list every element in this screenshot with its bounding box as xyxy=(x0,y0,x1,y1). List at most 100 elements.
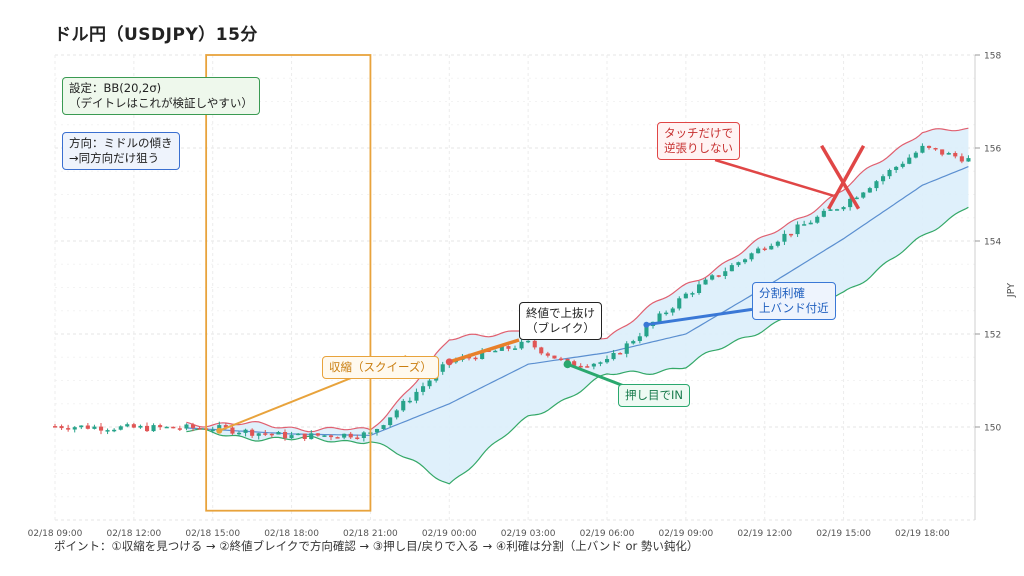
candle-body xyxy=(506,346,511,349)
candle-body xyxy=(933,148,938,150)
candle-body xyxy=(158,425,163,428)
x-tick-label: 02/19 18:00 xyxy=(895,529,950,539)
candle-body xyxy=(631,341,636,344)
candle-body xyxy=(953,153,958,157)
candle-body xyxy=(677,298,682,309)
candle-body xyxy=(565,358,570,362)
candle-body xyxy=(670,308,675,313)
breakout-anchor xyxy=(445,358,453,366)
candle-body xyxy=(881,176,886,182)
candle-body xyxy=(861,192,866,198)
candle-body xyxy=(302,433,307,439)
candle-body xyxy=(835,209,840,211)
candle-body xyxy=(874,181,879,189)
candle-body xyxy=(940,149,945,155)
candle-body xyxy=(112,429,117,432)
candle-body xyxy=(184,424,189,429)
footnote: ポイント：①収縮を見つける → ②終値ブレイクで方向確認 → ③押し目/戻りで入… xyxy=(54,539,699,553)
candle-body xyxy=(263,433,268,435)
candle-body xyxy=(191,424,196,428)
x-tick-label: 02/19 06:00 xyxy=(580,529,635,539)
candle-body xyxy=(585,366,590,368)
take-profit-anchor xyxy=(643,321,650,328)
candle-body xyxy=(519,341,524,349)
candle-body xyxy=(591,363,596,367)
no-fade-connector xyxy=(714,158,834,197)
candle-body xyxy=(927,145,932,148)
squeeze-range-box xyxy=(205,54,372,512)
candle-body xyxy=(644,326,649,337)
candle-body xyxy=(598,362,603,364)
candle-body xyxy=(867,188,872,193)
candle-body xyxy=(131,424,136,428)
candle-body xyxy=(716,275,721,277)
candle-body xyxy=(315,433,320,436)
candle-body xyxy=(618,353,623,355)
candle-body xyxy=(335,437,340,439)
candle-body xyxy=(414,391,419,401)
candle-body xyxy=(99,426,104,431)
candle-body xyxy=(854,197,859,200)
candle-body xyxy=(309,433,314,440)
candle-body xyxy=(513,348,518,350)
x-tick-label: 02/19 15:00 xyxy=(816,529,871,539)
candle-body xyxy=(552,355,557,359)
candle-body xyxy=(421,386,426,392)
candle-body xyxy=(762,248,767,250)
candle-body xyxy=(946,153,951,155)
x-tick-label: 02/19 00:00 xyxy=(422,529,477,539)
candle-body xyxy=(72,427,77,430)
candle-body xyxy=(329,435,334,438)
no-fade-callout: タッチだけで 逆張りしない xyxy=(657,122,740,160)
candle-body xyxy=(664,312,669,315)
candle-body xyxy=(624,343,629,354)
candle-body xyxy=(223,425,228,428)
y-tick-label: 152 xyxy=(984,331,1001,341)
candle-body xyxy=(289,435,294,439)
candle-body xyxy=(907,157,912,164)
candle-body xyxy=(703,279,708,285)
direction-note: 方向：ミドルの傾き →同方向だけ狙う xyxy=(62,132,180,170)
candle-body xyxy=(394,410,399,418)
candle-body xyxy=(966,158,971,162)
no-fade-cross-stroke xyxy=(827,144,866,210)
candle-body xyxy=(887,170,892,177)
candle-body xyxy=(217,425,222,430)
candle-body xyxy=(296,433,301,436)
settings-note: 設定：BB(20,2σ) （デイトレはこれが検証しやすい） xyxy=(62,77,260,115)
candle-body xyxy=(171,426,176,429)
candle-body xyxy=(782,233,787,242)
x-tick-label: 02/19 03:00 xyxy=(501,529,556,539)
candle-body xyxy=(322,435,327,437)
candle-body xyxy=(79,425,84,428)
candle-body xyxy=(499,346,504,351)
candle-body xyxy=(749,253,754,260)
candle-body xyxy=(789,233,794,236)
candle-body xyxy=(743,259,748,263)
candle-body xyxy=(559,358,564,360)
candle-body xyxy=(900,163,905,167)
candle-body xyxy=(723,271,728,276)
x-tick-label: 02/18 09:00 xyxy=(28,529,83,539)
band-fill xyxy=(186,128,969,484)
candle-body xyxy=(769,245,774,250)
candle-body xyxy=(230,427,235,434)
breakout-connector xyxy=(448,338,520,364)
candle-body xyxy=(243,429,248,433)
candle-body xyxy=(841,207,846,210)
chart-title: ドル円（USDJPY）15分 xyxy=(54,25,258,45)
candle-body xyxy=(657,313,662,322)
candle-body xyxy=(348,433,353,438)
candle-body xyxy=(361,432,366,438)
x-tick-label: 02/18 18:00 xyxy=(264,529,319,539)
candle-body xyxy=(637,336,642,341)
candle-body xyxy=(342,433,347,438)
candle-body xyxy=(105,430,110,432)
candle-body xyxy=(164,426,169,429)
candle-body xyxy=(605,359,610,363)
candle-body xyxy=(66,428,71,430)
candle-body xyxy=(85,425,90,429)
y-tick-label: 154 xyxy=(984,238,1001,248)
squeeze-anchor xyxy=(216,427,223,434)
